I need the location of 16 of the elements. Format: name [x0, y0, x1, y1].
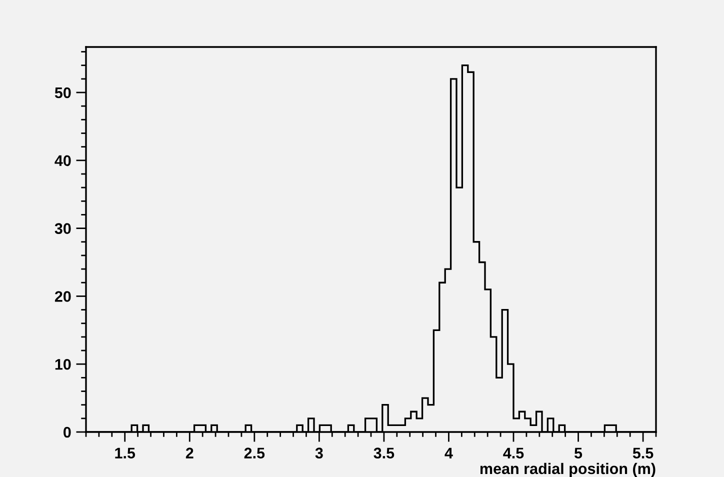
y-tick-label: 50: [54, 87, 71, 98]
x-tick-label: 1.5: [115, 448, 136, 458]
x-tick-label: 2.5: [244, 448, 265, 458]
x-tick-label: 5: [574, 448, 582, 458]
y-tick-label: 40: [54, 155, 71, 166]
x-tick-label: 3: [315, 448, 323, 459]
x-tick-label: 4: [444, 448, 453, 458]
y-tick-label: 30: [54, 223, 71, 234]
x-tick-label: 3.5: [374, 448, 394, 459]
x-tick-label: 5.5: [632, 448, 654, 458]
y-tick-label: 10: [55, 358, 71, 370]
y-tick-label: 0: [64, 426, 71, 438]
y-tick-label: 20: [54, 291, 71, 302]
x-tick-label: 2: [186, 448, 194, 458]
x-tick-label: 4.5: [503, 448, 524, 458]
x-axis-title: mean radial position (m): [480, 462, 656, 477]
